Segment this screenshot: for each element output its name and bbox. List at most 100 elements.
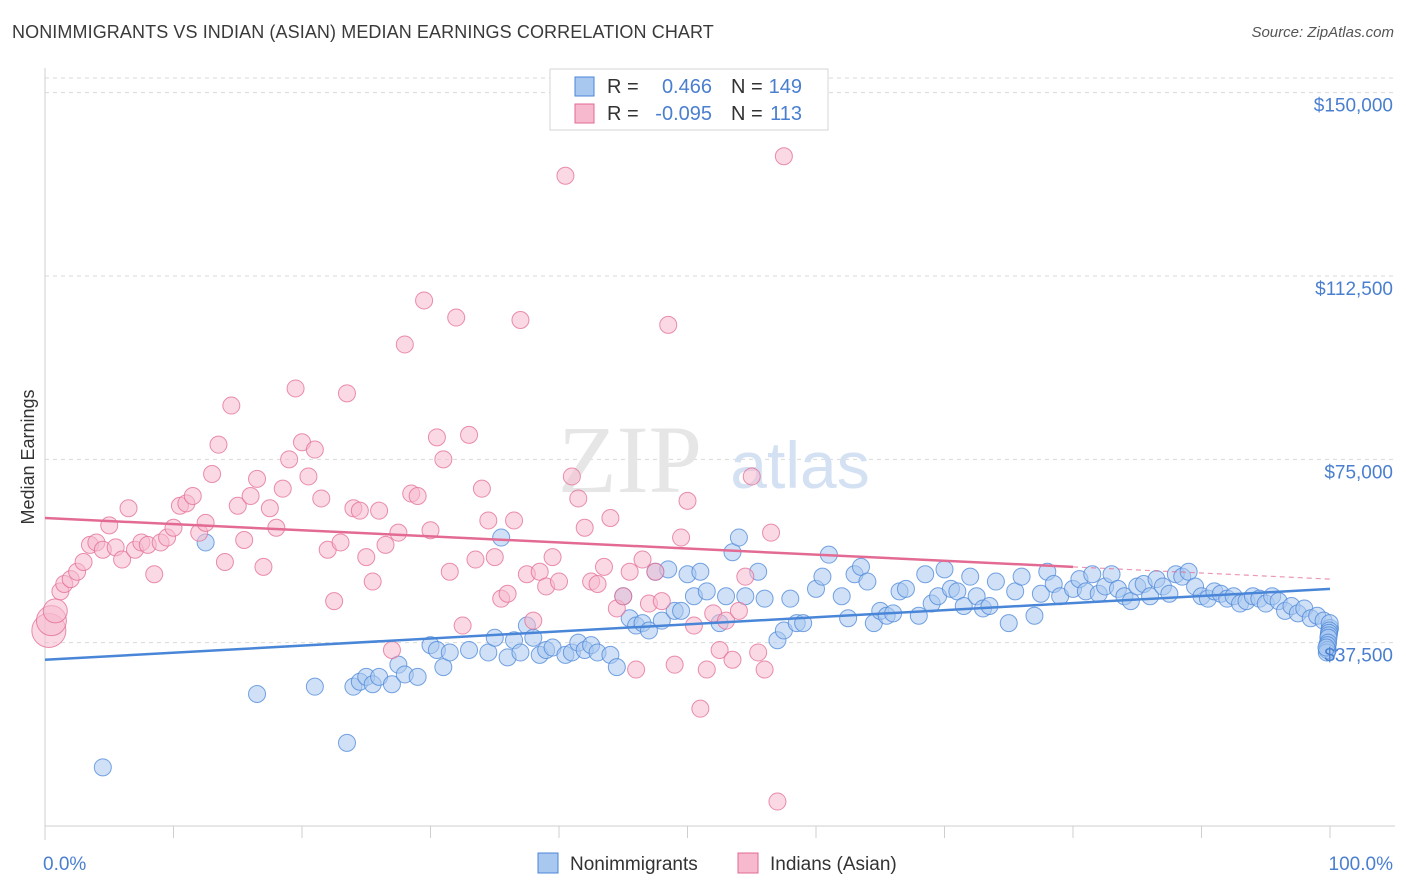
point-indians-62	[427, 428, 446, 447]
y-axis-title: Median Earnings	[18, 389, 38, 524]
point-indians-46	[325, 592, 344, 611]
point-indians-59	[408, 487, 427, 505]
point-nonimmigrants-86	[961, 567, 980, 586]
point-indians-110	[736, 567, 755, 586]
point-indians-68	[466, 550, 485, 569]
point-nonimmigrants-17	[440, 643, 459, 662]
point-indians-51	[357, 548, 376, 567]
point-nonimmigrants-77	[896, 579, 915, 598]
point-indians-87	[588, 575, 607, 593]
point-indians-104	[697, 660, 716, 679]
point-indians-54	[376, 535, 395, 554]
point-indians-116	[774, 147, 793, 166]
point-indians-14	[119, 499, 138, 518]
point-indians-115	[768, 792, 787, 811]
y-tick-label-1: $75,000	[1324, 462, 1393, 483]
point-nonimmigrants-82	[935, 560, 954, 579]
point-indians-98	[659, 315, 678, 334]
point-indians-81	[550, 572, 568, 591]
point-nonimmigrants-47	[672, 601, 691, 620]
point-indians-83	[562, 467, 581, 486]
legend-n-label-1: N =	[731, 103, 763, 125]
point-indians-113	[755, 660, 774, 679]
point-indians-48	[337, 384, 356, 403]
point-indians-88	[594, 557, 613, 576]
point-nonimmigrants-0	[93, 758, 112, 777]
point-indians-26	[196, 513, 215, 532]
point-nonimmigrants-94	[1025, 606, 1044, 625]
point-indians-36	[260, 499, 279, 518]
point-indians-31	[228, 496, 247, 515]
grid-lines	[45, 77, 1395, 644]
point-indians-82	[556, 166, 575, 185]
point-indians-60	[415, 291, 434, 310]
point-indians-30	[222, 396, 241, 415]
point-indians-33	[241, 487, 260, 505]
point-indians-114	[762, 523, 781, 542]
watermark-atlas: atlas	[730, 428, 869, 502]
point-indians-56	[389, 523, 408, 542]
point-indians-21	[164, 518, 183, 537]
point-indians-40	[286, 379, 305, 398]
point-nonimmigrants-37	[607, 658, 626, 677]
point-indians-84	[569, 489, 588, 508]
point-indians-38	[273, 479, 292, 498]
correlation-legend: R = 0.466 N = 149 R = -0.095 N = 113	[549, 68, 829, 131]
legend-n-label-0: N =	[731, 76, 763, 98]
legend-n-value-1: 113	[770, 103, 802, 125]
point-indians-93	[627, 660, 646, 679]
point-indians-73	[498, 584, 517, 603]
point-nonimmigrants-51	[697, 582, 716, 601]
trend-line-indians	[44, 516, 1074, 569]
point-indians-55	[382, 641, 401, 659]
point-nonimmigrants-150	[1317, 638, 1336, 657]
point-indians-24	[183, 487, 202, 505]
point-nonimmigrants-93	[1012, 567, 1031, 586]
point-indians-74	[505, 511, 524, 530]
point-indians-108	[723, 650, 742, 669]
point-indians-109	[729, 601, 748, 620]
point-indians-69	[472, 479, 491, 498]
point-indians-71	[485, 548, 504, 567]
bottom-legend-swatch-1	[737, 852, 759, 874]
legend-r-value-0: 0.466	[662, 76, 712, 98]
point-nonimmigrants-2	[248, 685, 267, 703]
point-indians-44	[312, 489, 331, 508]
chart-source: Source: ZipAtlas.com	[1251, 24, 1394, 41]
point-indians-103	[691, 699, 710, 718]
point-indians-91	[614, 587, 633, 606]
point-indians-61	[421, 521, 440, 540]
point-indians-99	[665, 655, 684, 674]
y-tick-label-0: $37,500	[1324, 646, 1393, 667]
point-indians-2	[42, 598, 68, 624]
point-nonimmigrants-78	[909, 606, 928, 625]
point-indians-27	[203, 465, 222, 483]
point-indians-35	[254, 557, 273, 576]
point-nonimmigrants-67	[832, 587, 851, 606]
axes	[44, 68, 1395, 840]
point-indians-80	[543, 548, 562, 567]
x-tick-labels: 0.0% 100.0%	[43, 854, 1393, 875]
point-indians-52	[363, 572, 382, 591]
point-nonimmigrants-95	[1031, 584, 1050, 603]
point-indians-94	[633, 550, 652, 569]
point-nonimmigrants-58	[755, 589, 774, 608]
chart-title: NONIMMIGRANTS VS INDIAN (ASIAN) MEDIAN E…	[12, 22, 714, 42]
point-indians-92	[620, 562, 639, 581]
point-nonimmigrants-102	[1083, 565, 1102, 584]
trend-lines	[44, 516, 1331, 662]
watermark: ZIP atlas	[558, 406, 870, 513]
point-indians-50	[350, 501, 369, 520]
legend-n-value-0: 149	[769, 76, 802, 98]
point-indians-96	[646, 562, 665, 581]
y-tick-label-2: $112,500	[1315, 279, 1393, 300]
point-indians-112	[749, 643, 768, 662]
point-indians-89	[601, 509, 620, 527]
point-nonimmigrants-65	[813, 567, 832, 586]
point-indians-29	[215, 553, 234, 571]
legend-swatch-1	[574, 103, 595, 124]
point-indians-66	[453, 616, 472, 635]
point-indians-11	[100, 516, 119, 535]
point-nonimmigrants-18	[460, 641, 479, 659]
